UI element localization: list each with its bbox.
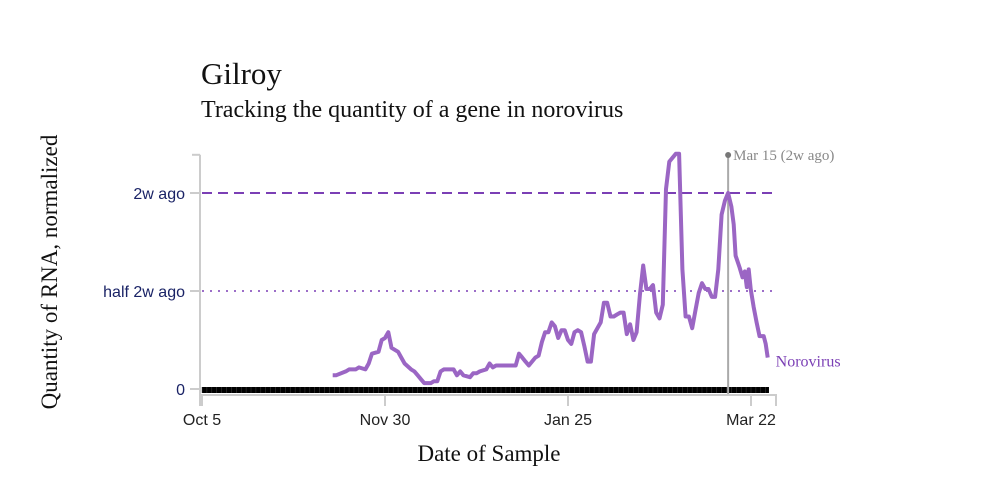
marker-label: Mar 15 (2w ago) bbox=[733, 148, 834, 164]
marker-dot bbox=[725, 152, 732, 158]
y-tick-label: 2w ago bbox=[133, 186, 185, 203]
y-tick-label: 0 bbox=[176, 382, 185, 399]
series-line-norovirus bbox=[332, 151, 770, 386]
y-axis-label: Quantity of RNA, normalized bbox=[37, 134, 62, 409]
x-tick-label: Jan 25 bbox=[544, 412, 592, 429]
y-tick-label: half 2w ago bbox=[103, 284, 185, 301]
x-tick-label: Nov 30 bbox=[360, 412, 411, 429]
chart-subtitle: Tracking the quantity of a gene in norov… bbox=[201, 97, 624, 123]
x-tick-label: Mar 22 bbox=[726, 412, 776, 429]
x-tick-label: Oct 5 bbox=[183, 412, 221, 429]
x-axis-label: Date of Sample bbox=[417, 441, 560, 466]
chart-title: Gilroy bbox=[201, 56, 282, 91]
sample-rug bbox=[202, 387, 769, 393]
series-label: Norovirus bbox=[776, 354, 841, 371]
